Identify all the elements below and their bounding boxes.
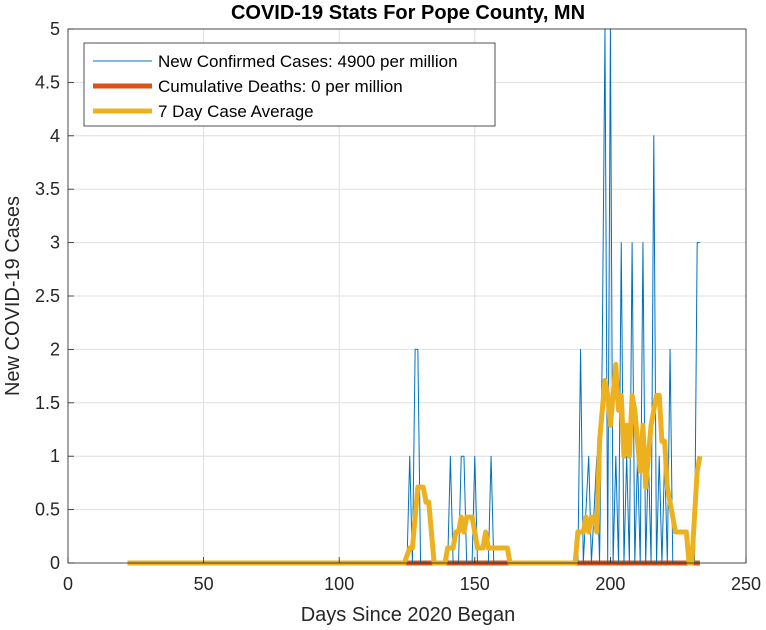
x-tick-label: 100 [324,574,354,594]
y-tick-label: 2.5 [35,286,60,306]
y-axis-ticks: 0 0.5 1 1.5 2 2.5 3 3.5 4 4.5 5 [35,19,74,573]
y-tick-label: 3 [50,233,60,253]
legend-label-0: New Confirmed Cases: 4900 per million [158,52,458,71]
legend-label-2: 7 Day Case Average [158,102,314,121]
y-tick-label: 3.5 [35,179,60,199]
y-tick-label: 1 [50,446,60,466]
legend: New Confirmed Cases: 4900 per million Cum… [83,42,496,127]
y-tick-label: 2 [50,339,60,359]
x-tick-label: 0 [63,574,73,594]
x-tick-label: 200 [595,574,625,594]
x-tick-label: 150 [460,574,490,594]
x-axis-label: Days Since 2020 Began [301,604,516,626]
y-tick-label: 4.5 [35,72,60,92]
x-tick-label: 250 [731,574,761,594]
y-tick-label: 0 [50,553,60,573]
y-tick-label: 1.5 [35,393,60,413]
y-tick-label: 0.5 [35,500,60,520]
x-axis-ticks: 0 50 100 150 200 250 [63,557,761,594]
chart-title: COVID-19 Stats For Pope County, MN [231,2,585,24]
legend-box [83,42,496,127]
y-tick-label: 5 [50,19,60,39]
x-tick-label: 50 [194,574,214,594]
y-tick-label: 4 [50,126,60,146]
series-line-2 [127,361,703,566]
y-axis-label: New COVID-19 Cases [2,196,24,396]
legend-label-1: Cumulative Deaths: 0 per million [158,77,403,96]
